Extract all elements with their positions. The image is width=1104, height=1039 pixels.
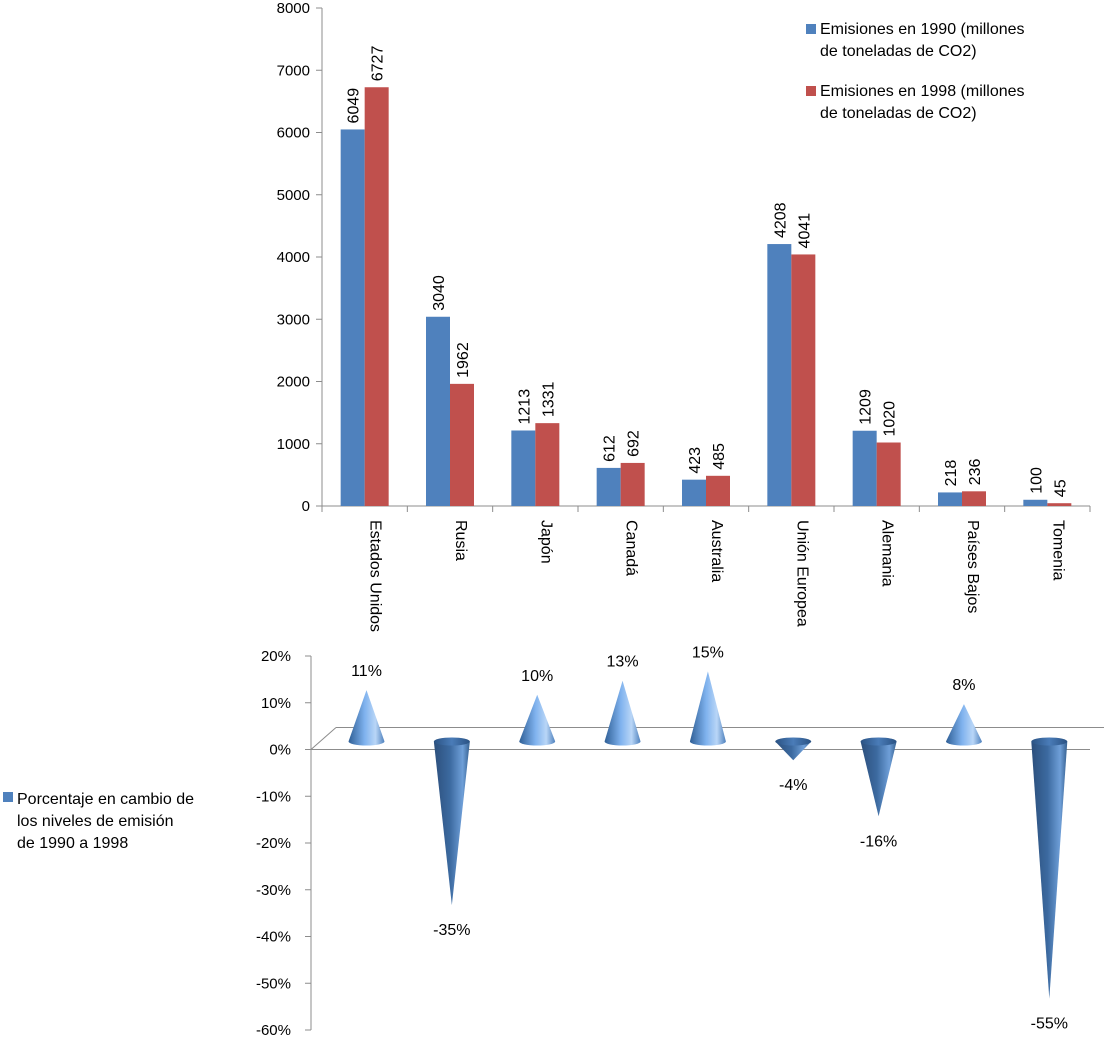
cone-bar (348, 690, 385, 746)
bar-value-label: 1962 (455, 342, 472, 378)
category-label: Estados Unidos (367, 520, 384, 632)
y-tick-label: 6000 (277, 125, 310, 142)
bar-value-label: 3040 (431, 275, 448, 311)
bar-1990 (426, 316, 450, 506)
bar-1998 (706, 475, 730, 506)
category-label: Japón (537, 520, 554, 564)
bar-value-label: 218 (943, 460, 960, 487)
cone-bar (860, 741, 897, 817)
category-label: Tomenia (1049, 520, 1066, 581)
bar-value-label: 1020 (882, 401, 899, 437)
category-label: Unión Europea (793, 520, 810, 627)
bar-value-label: 612 (602, 435, 619, 462)
y-tick-label: 10% (261, 695, 291, 712)
cone-cap (1031, 737, 1068, 746)
cone-bar (604, 680, 641, 746)
category-label: Canadá (623, 520, 640, 576)
bar-value-label: 4208 (772, 202, 789, 238)
cone-bar (433, 741, 470, 906)
category-label: Países Bajos (964, 520, 981, 613)
percentage-change-cone-chart: 20% 10% 0% -10% -20% -30% -40% -50% -60% 11% -35% 1… (256, 644, 1104, 1039)
y-tick-label: -60% (256, 1022, 291, 1039)
category-label: Alemania (879, 520, 896, 587)
cone-cap (860, 737, 897, 746)
legend-swatch (806, 24, 816, 34)
bar-1998 (791, 254, 816, 506)
y-tick-label: 1000 (277, 436, 310, 453)
bar-1990 (511, 430, 536, 506)
bar-value-label: 236 (967, 459, 984, 486)
bar-1990 (596, 467, 621, 506)
bar-1998 (1047, 503, 1072, 506)
y-tick-label: 4000 (277, 249, 310, 266)
y-tick-label: 0 (302, 498, 310, 515)
emissions-legend: Emisiones en 1990 (millones de toneladas … (806, 21, 1025, 122)
emissions-bar-chart: 0 1000 2000 3000 4000 5000 6000 7000 8000 6049 672… (277, 0, 1091, 632)
y-tick-label: -50% (256, 975, 291, 992)
y-tick-label: -10% (256, 788, 291, 805)
cone-value-label: 8% (952, 677, 975, 694)
legend-entry: Emisiones en 1998 (millones de toneladas … (820, 83, 1025, 122)
bar-value-label: 1209 (858, 389, 875, 425)
legend-swatch (806, 86, 816, 96)
cone-value-label: 10% (521, 668, 553, 685)
bar-value-label: 1213 (516, 389, 533, 425)
cone-cap (775, 737, 812, 746)
y-tick-label: -20% (256, 835, 291, 852)
y-tick-label: 2000 (277, 374, 310, 391)
bar-1998 (450, 383, 474, 506)
legend-entry: Emisiones en 1990 (millones de toneladas … (820, 21, 1025, 60)
bar-1990 (682, 479, 706, 506)
bar-1998 (962, 491, 986, 506)
cone-cap (433, 737, 470, 746)
bar-value-label: 6727 (370, 46, 387, 82)
floor-side-edge (310, 727, 337, 750)
y-tick-label: -40% (256, 929, 291, 946)
bar-1990 (938, 492, 962, 506)
cone-value-label: -55% (1031, 1016, 1068, 1033)
bar-value-label: 423 (687, 447, 704, 474)
bar-value-label: 485 (711, 443, 728, 470)
cone-value-label: -35% (433, 922, 470, 939)
y-tick-label: 5000 (277, 187, 310, 204)
cone-bar (689, 671, 726, 746)
y-tick-label: -30% (256, 882, 291, 899)
bar-value-label: 45 (1052, 479, 1069, 497)
bar-value-label: 692 (626, 430, 643, 457)
bar-1990 (767, 244, 792, 506)
cone-value-label: 11% (351, 663, 382, 680)
category-label: Rusia (452, 520, 469, 561)
bar-1998 (364, 87, 389, 506)
cone-value-label: 15% (692, 644, 724, 661)
bar-1990 (1023, 499, 1048, 506)
y-tick-label: 0% (269, 742, 291, 759)
bar-value-label: 6049 (346, 88, 363, 124)
bar-1998 (620, 462, 645, 506)
bar-value-label: 1331 (540, 381, 557, 417)
bar-value-label: 100 (1028, 467, 1045, 494)
cone-bar (1031, 741, 1068, 999)
bar-1998 (876, 442, 901, 506)
bar-value-label: 4041 (796, 213, 813, 249)
bar-1990 (852, 430, 877, 506)
category-label: Australia (708, 520, 725, 582)
y-tick-label: 3000 (277, 311, 310, 328)
bar-1990 (340, 129, 365, 506)
cone-value-label: -4% (779, 777, 807, 794)
cone-bar (945, 704, 982, 746)
y-tick-label: 20% (261, 648, 291, 665)
y-tick-label: 8000 (277, 0, 310, 17)
cone-bar (519, 694, 556, 746)
legend-swatch (3, 792, 13, 802)
y-tick-label: 7000 (277, 62, 310, 79)
percentage-legend: Porcentaje en cambio de los niveles de em… (3, 791, 194, 852)
cone-bar (775, 741, 812, 761)
cone-value-label: -16% (860, 833, 897, 850)
bar-1998 (535, 423, 560, 506)
cone-value-label: 13% (607, 654, 639, 671)
legend-entry: Porcentaje en cambio de los niveles de em… (17, 791, 194, 852)
